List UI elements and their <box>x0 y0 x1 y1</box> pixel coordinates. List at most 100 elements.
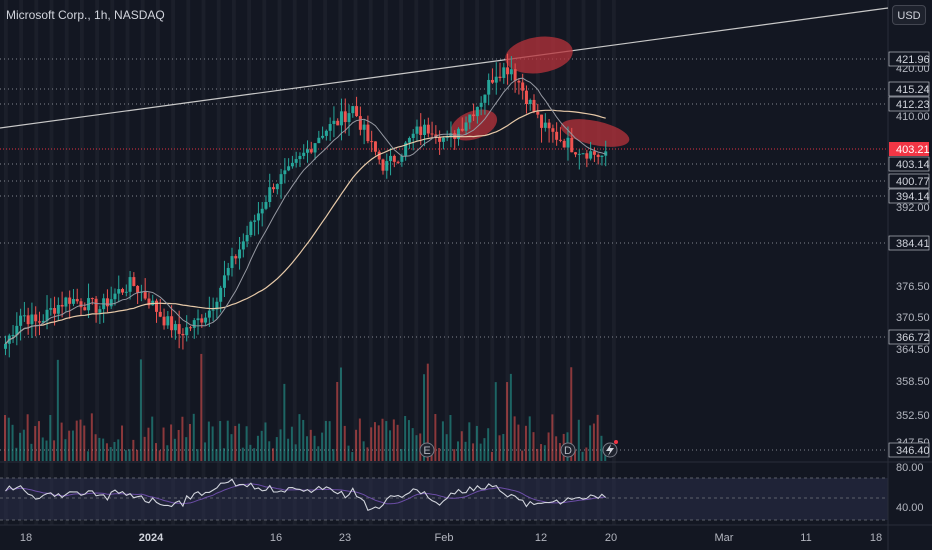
candle-body <box>22 315 26 317</box>
volume-bar <box>90 413 93 461</box>
volume-bar <box>313 435 316 461</box>
candle-body <box>222 275 226 288</box>
candle-body <box>441 137 445 142</box>
session-stripe <box>308 0 312 525</box>
session-stripe <box>414 0 419 525</box>
volume-bar <box>423 374 426 461</box>
candle-body <box>483 94 487 103</box>
volume-bar <box>26 414 29 461</box>
candle-body <box>147 298 151 306</box>
volume-bar <box>449 414 452 461</box>
candle-body <box>426 124 430 134</box>
candle-body <box>479 102 483 107</box>
volume-bar <box>15 447 18 461</box>
volume-bar <box>430 451 433 461</box>
level-lines <box>0 58 888 451</box>
volume-bar <box>56 359 59 461</box>
volume-bar <box>215 449 218 461</box>
volume-bar <box>389 430 392 461</box>
candle-body <box>475 106 479 117</box>
candle-body <box>336 120 340 126</box>
volume-bar <box>396 424 399 461</box>
candle-body <box>53 308 57 314</box>
earnings-marker[interactable]: E <box>419 442 435 458</box>
lightning-icon[interactable] <box>602 440 618 458</box>
volume-bar <box>30 443 33 461</box>
time-tick: Feb <box>435 532 454 544</box>
session-stripe <box>596 0 601 525</box>
price-tick: 364.50 <box>896 344 930 356</box>
volume-bar <box>328 421 331 461</box>
symbol-title[interactable]: Microsoft Corp., 1h, NASDAQ <box>6 8 165 22</box>
candle-body <box>298 155 302 160</box>
volume-bar <box>434 414 437 461</box>
price-tick: 358.50 <box>896 376 930 388</box>
volume-bar <box>279 429 282 461</box>
volume-bars <box>4 353 607 461</box>
candle-body <box>524 90 528 105</box>
time-axis[interactable]: 18 2024 16 23 Feb 12 20 Mar 11 18 <box>20 532 882 544</box>
volume-bar <box>188 423 191 461</box>
candle-body <box>136 285 140 293</box>
volume-bar <box>366 447 369 461</box>
level-label: 415.24 <box>896 84 930 96</box>
volume-bar <box>249 444 252 461</box>
volume-bar <box>4 415 6 461</box>
level-badge: 394.14 <box>888 188 930 204</box>
candle-body <box>4 343 7 349</box>
volume-bar <box>98 437 101 461</box>
volume-bar <box>60 422 63 461</box>
volume-bar <box>64 439 67 461</box>
volume-bar <box>94 434 97 461</box>
volume-bar <box>343 425 346 461</box>
dividend-marker-label: D <box>564 445 572 457</box>
volume-bar <box>381 418 384 461</box>
candle-body <box>132 277 136 286</box>
candle-body <box>109 299 113 307</box>
candle-body <box>468 114 472 123</box>
candle-body <box>128 277 132 292</box>
candle-body <box>192 320 196 328</box>
candle-body <box>521 82 525 91</box>
candle-body <box>249 221 253 236</box>
candle-body <box>83 307 87 311</box>
candle-body <box>543 122 547 128</box>
volume-bar <box>11 424 14 461</box>
volume-bar <box>570 367 573 461</box>
session-stripe <box>110 0 115 525</box>
volume-bar <box>151 416 154 461</box>
currency-button[interactable]: USD <box>892 5 926 25</box>
candle-body <box>589 151 593 159</box>
candle-body <box>502 67 506 78</box>
session-stripe <box>156 0 160 525</box>
volume-bar <box>498 435 501 461</box>
candle-body <box>592 151 596 155</box>
volume-bar <box>404 416 407 461</box>
candle-body <box>551 128 555 132</box>
volume-bar <box>238 423 241 461</box>
candle-body <box>596 154 600 157</box>
volume-bar <box>506 382 509 461</box>
volume-bar <box>71 430 74 461</box>
trend-line[interactable] <box>0 7 889 129</box>
volume-bar <box>321 432 324 461</box>
time-tick: 2024 <box>139 532 164 544</box>
volume-bar <box>37 421 40 461</box>
candle-body <box>377 151 381 160</box>
level-badge: 412.23 <box>888 96 930 112</box>
volume-bar <box>400 449 403 461</box>
candle-body <box>506 67 510 75</box>
price-tick: 392.00 <box>896 202 930 214</box>
volume-bar <box>272 448 275 461</box>
time-tick: 16 <box>270 532 282 544</box>
candle-body <box>170 316 174 331</box>
volume-bar <box>260 430 263 461</box>
dividend-marker[interactable]: D <box>560 442 576 458</box>
candle-body <box>155 300 158 312</box>
session-stripe <box>475 0 479 525</box>
volume-bar <box>79 419 82 461</box>
volume-bar <box>528 416 531 461</box>
candle-body <box>34 314 38 322</box>
candle-body <box>185 327 189 336</box>
